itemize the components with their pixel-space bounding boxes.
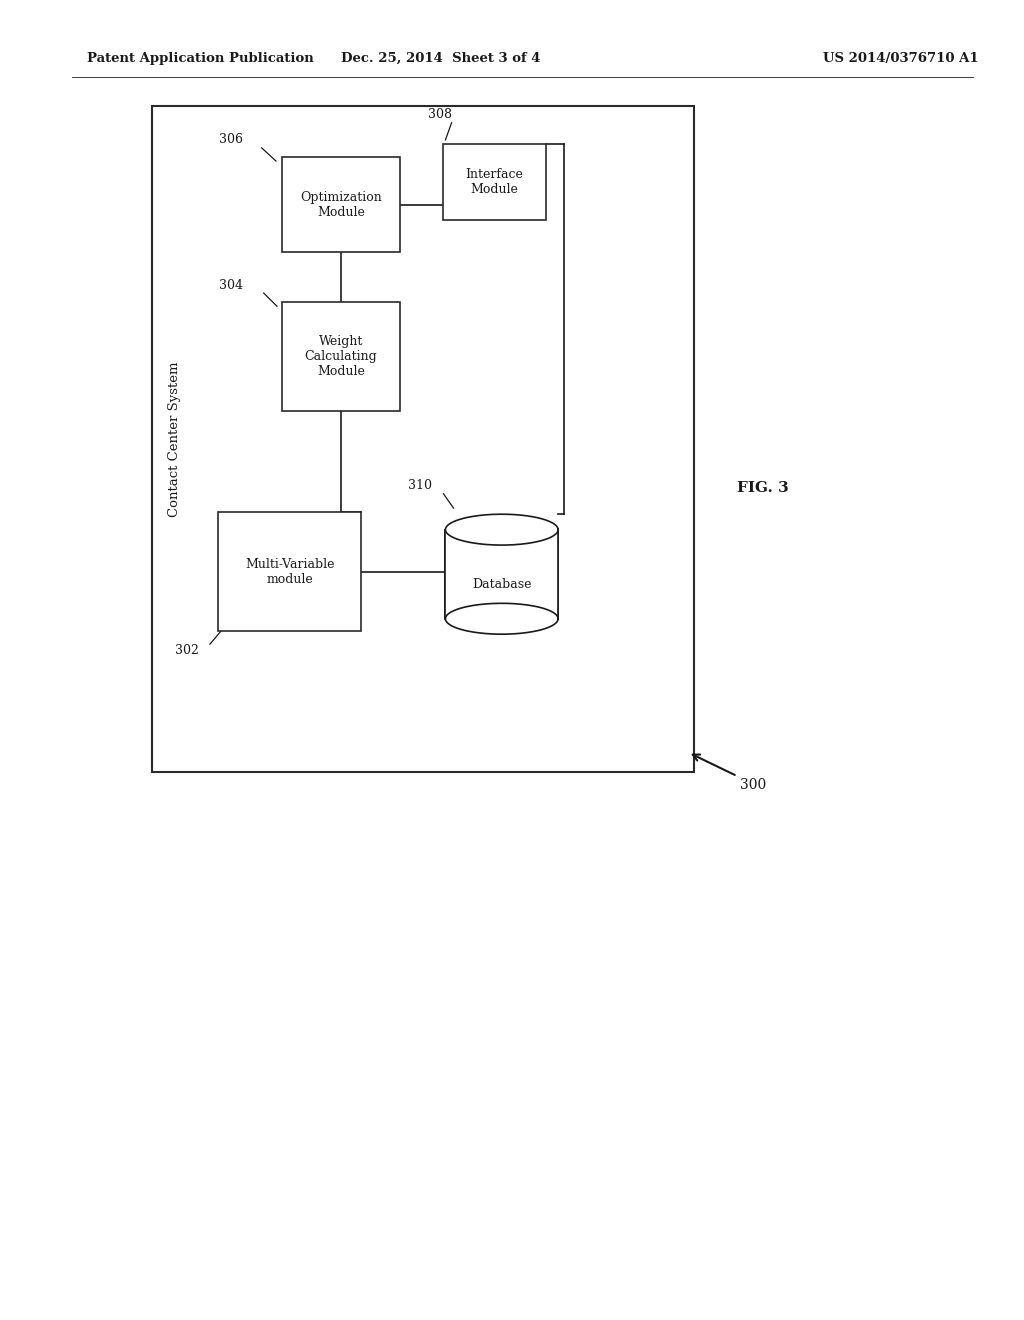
Text: 306: 306 <box>219 133 243 147</box>
Text: FIG. 3: FIG. 3 <box>737 482 788 495</box>
Text: Database: Database <box>472 578 531 591</box>
Bar <box>218 512 361 631</box>
Bar <box>443 144 546 220</box>
Text: 308: 308 <box>428 108 453 121</box>
Text: 310: 310 <box>408 479 432 492</box>
Polygon shape <box>445 515 558 545</box>
Bar <box>283 157 399 252</box>
Text: US 2014/0376710 A1: US 2014/0376710 A1 <box>823 51 979 65</box>
Text: Optimization
Module: Optimization Module <box>300 190 382 219</box>
Text: Interface
Module: Interface Module <box>466 168 523 197</box>
Text: Contact Center System: Contact Center System <box>168 362 180 516</box>
Text: 302: 302 <box>175 644 200 657</box>
Bar <box>445 529 558 619</box>
Text: Weight
Calculating
Module: Weight Calculating Module <box>304 335 378 378</box>
Text: Multi-Variable
module: Multi-Variable module <box>245 557 335 586</box>
Bar <box>283 302 399 411</box>
Text: Dec. 25, 2014  Sheet 3 of 4: Dec. 25, 2014 Sheet 3 of 4 <box>341 51 540 65</box>
Text: 304: 304 <box>219 279 243 292</box>
Polygon shape <box>445 603 558 634</box>
Bar <box>152 106 694 772</box>
Text: 300: 300 <box>739 779 766 792</box>
Text: Patent Application Publication: Patent Application Publication <box>87 51 313 65</box>
